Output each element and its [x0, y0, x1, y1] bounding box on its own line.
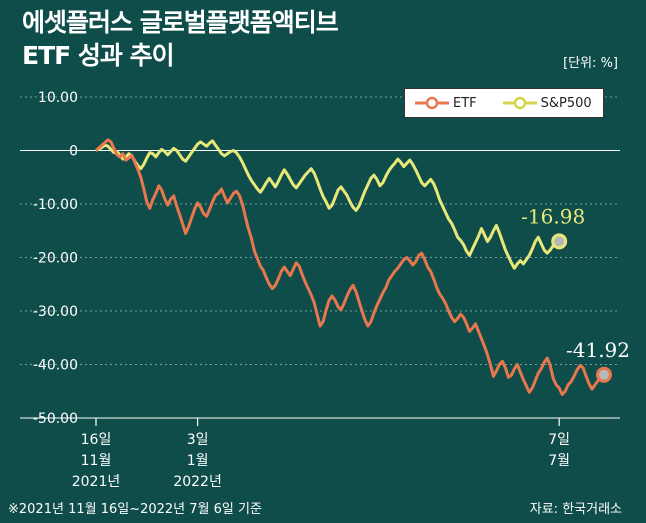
end-labels: -16.98 -41.92 — [521, 204, 630, 361]
y-tick-label: -30.00 — [33, 304, 78, 320]
x-tick-label: 2022년 — [173, 474, 222, 490]
legend-item-etf: ETF — [415, 96, 477, 111]
unit-label: [단위: %] — [563, 56, 618, 71]
x-tick-label: 11월 — [81, 453, 112, 469]
source-label: 자료: 한국거래소 — [529, 502, 622, 517]
series-group — [94, 138, 612, 396]
x-tick-label: 7월 — [548, 453, 570, 469]
legend-sp500-marker — [502, 96, 537, 110]
y-tick-label: 10.00 — [38, 90, 78, 106]
title-line-1: 에셋플러스 글로벌플랫폼액티브 — [22, 8, 339, 37]
x-tick-label: 1월 — [187, 453, 209, 469]
end-label-etf: -41.92 — [566, 338, 630, 362]
end-marker-sp500 — [551, 233, 568, 250]
y-tick-label: -10.00 — [33, 197, 78, 213]
chart-title: 에셋플러스 글로벌플랫폼액티브 ETF 성과 추이 — [22, 6, 339, 72]
y-axis: 10.00 0 -10.00 -20.00 -30.00 -40.00 -50.00 — [33, 90, 78, 427]
legend: ETF S&P500 — [404, 88, 604, 118]
legend-sp500-label: S&P500 — [540, 95, 592, 111]
y-tick-label: -50.00 — [33, 411, 78, 427]
title-line-2: ETF 성과 추이 — [22, 41, 175, 70]
x-tick-label: 7일 — [548, 432, 570, 448]
x-tick-label: 3일 — [187, 432, 209, 448]
grid-lines — [20, 96, 620, 419]
footnote: ※2021년 11월 16일~2022년 7월 6일 기준 — [8, 502, 262, 517]
legend-etf-label: ETF — [453, 95, 477, 111]
end-marker-etf — [596, 366, 612, 383]
legend-etf-marker — [415, 96, 449, 110]
end-label-sp500: -16.98 — [521, 204, 585, 228]
x-axis: 16일 11월 2021년 3일 1월 2022년 7일 7월 — [72, 418, 570, 490]
x-tick-label: 2021년 — [72, 474, 121, 490]
legend-item-sp500: S&P500 — [502, 95, 592, 111]
series-line-sp500 — [95, 139, 560, 270]
y-tick-label: 0 — [69, 144, 78, 160]
x-tick-label: 16일 — [81, 432, 112, 448]
series-line-etf — [94, 138, 605, 396]
y-tick-label: -40.00 — [33, 358, 78, 374]
y-tick-label: -20.00 — [33, 251, 78, 267]
